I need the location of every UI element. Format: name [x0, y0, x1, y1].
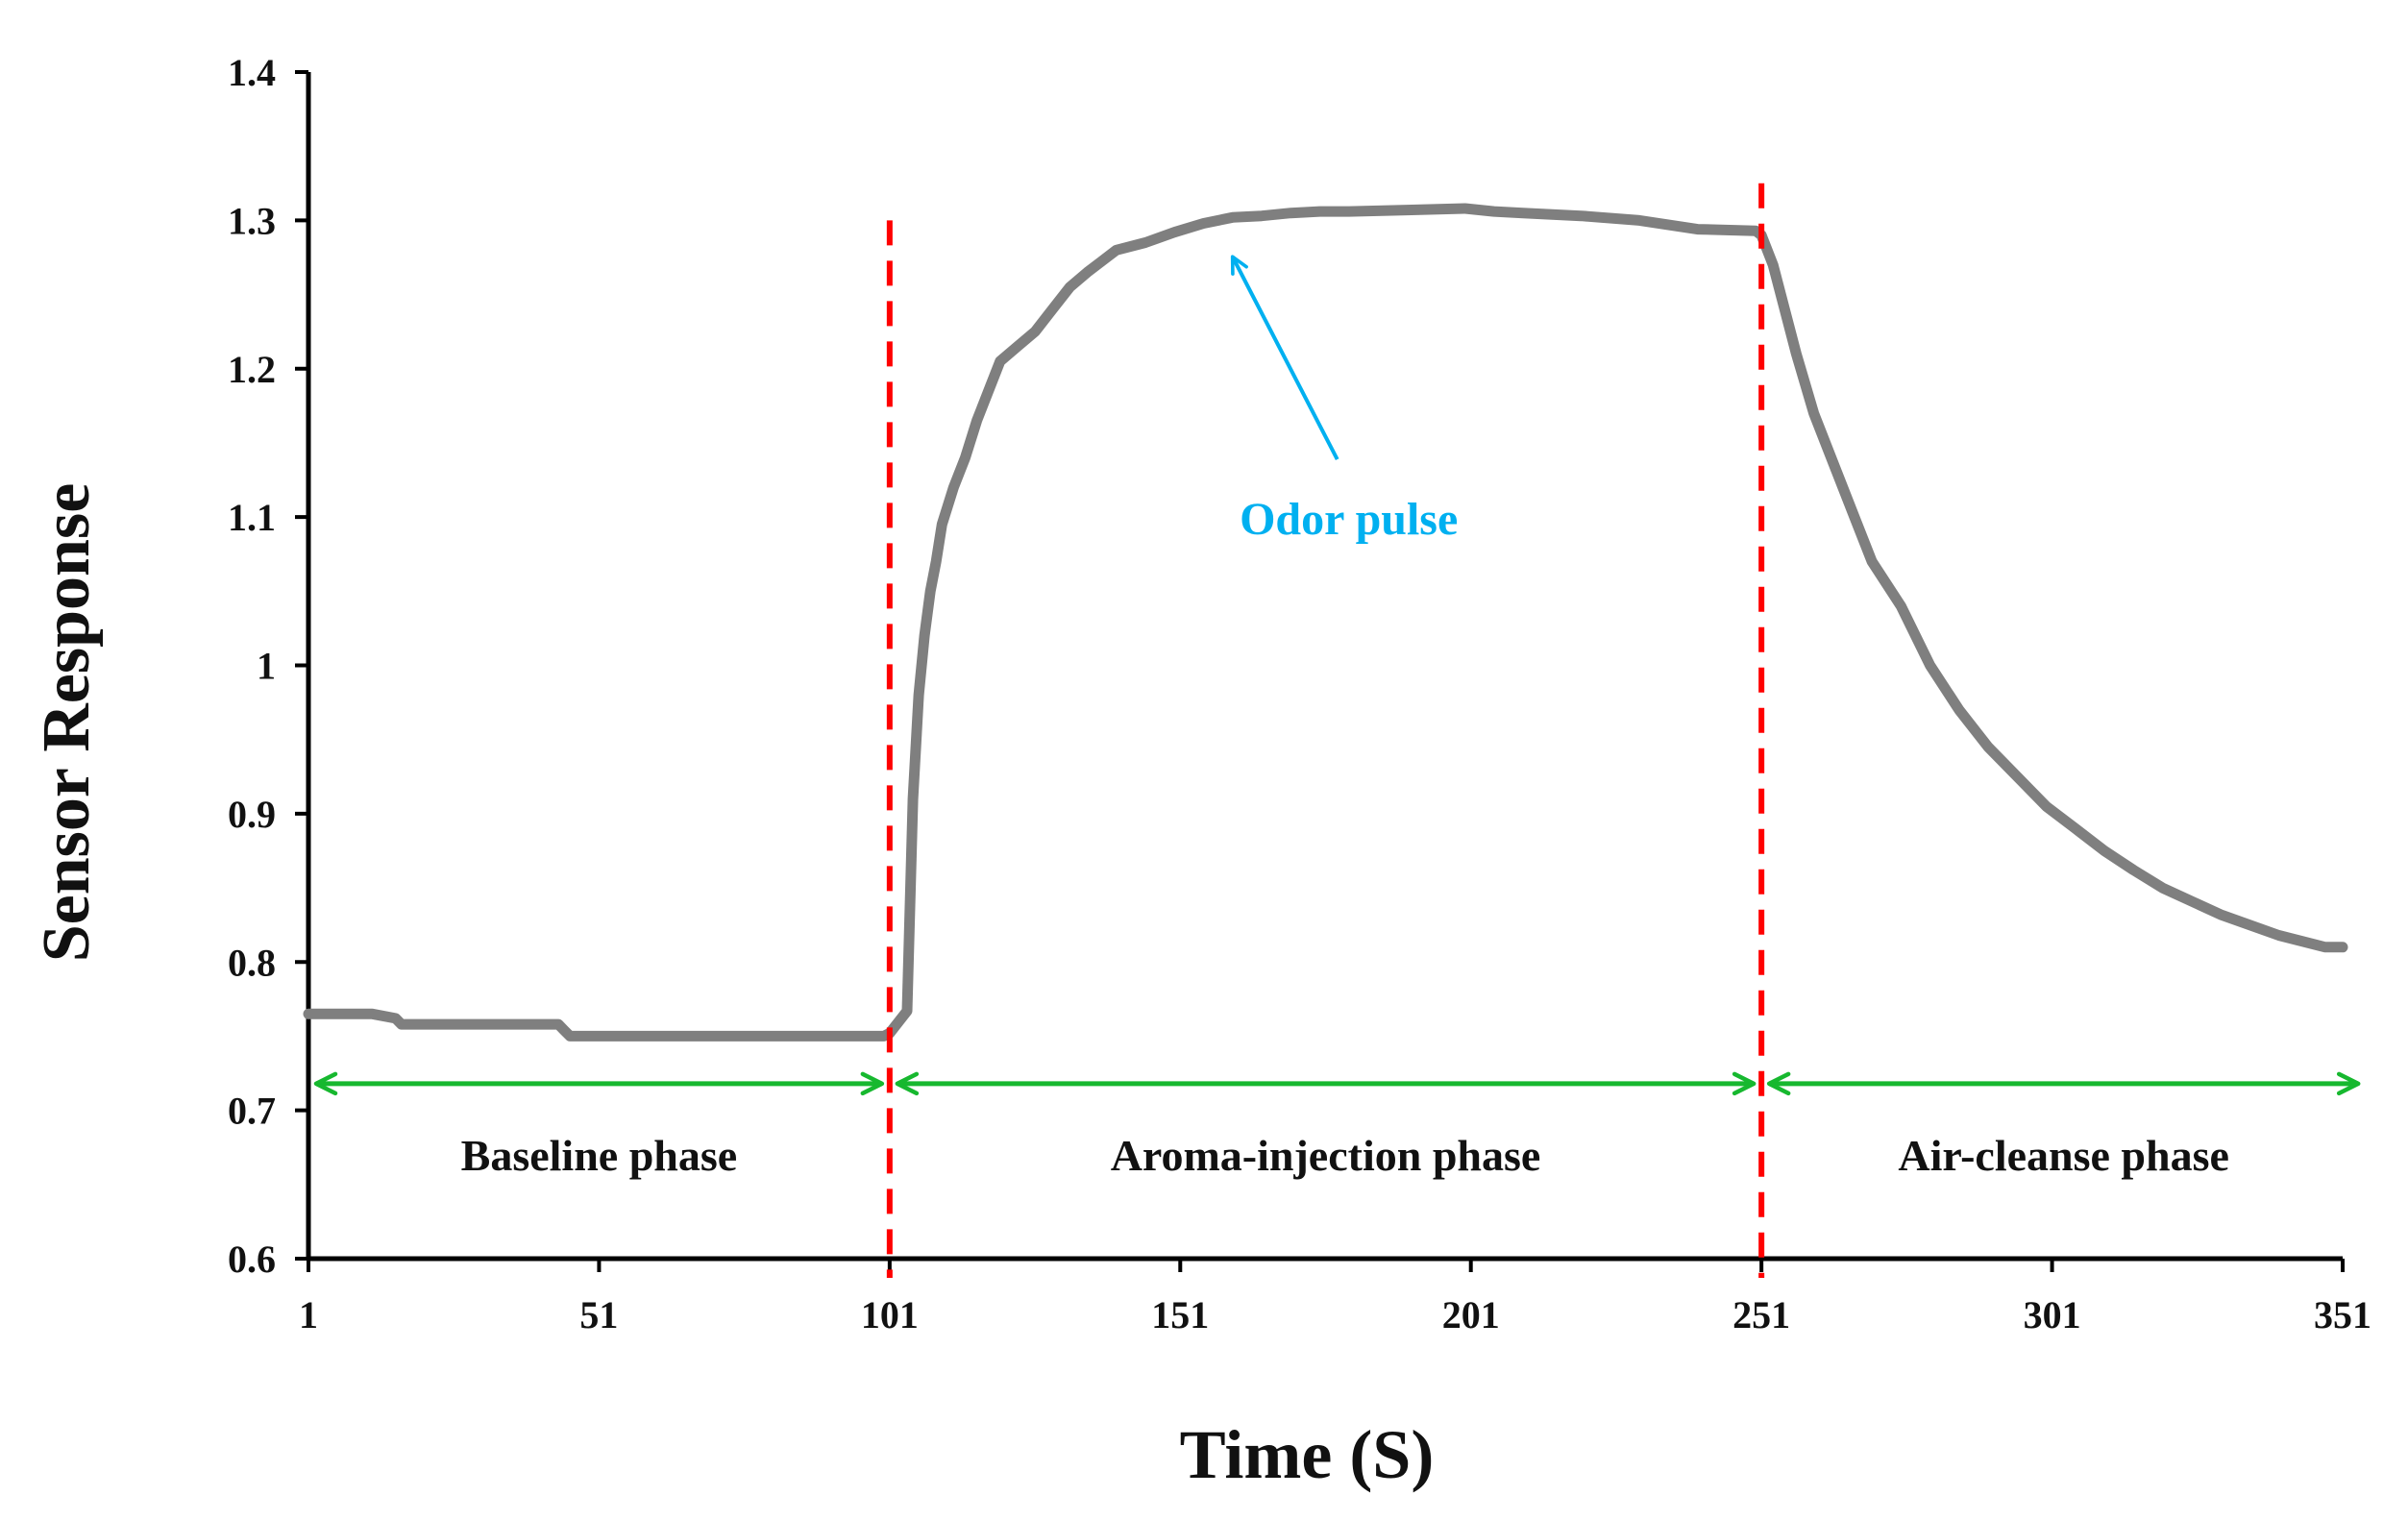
x-tick-label: 201	[1442, 1293, 1500, 1336]
x-tick-label: 301	[2024, 1293, 2081, 1336]
y-tick-label: 0.6	[228, 1238, 276, 1281]
x-tick-label: 1	[299, 1293, 318, 1336]
y-axis-ticks: 0.6 0.7 0.8 0.9 1 1.1 1.2 1.3 1.4	[228, 51, 308, 1281]
y-tick-label: 1	[257, 645, 276, 688]
x-axis-ticks: 1 51 101 151 201 251 301 351	[299, 1259, 2371, 1336]
x-tick-label: 101	[861, 1293, 919, 1336]
x-axis-title: Time (S)	[1180, 1416, 1435, 1493]
y-axis-title: Sensor Response	[30, 483, 104, 963]
sensor-response-line	[303, 203, 2348, 1042]
phase-label: Air-cleanse phase	[1898, 1131, 2229, 1180]
x-tick-label: 351	[2314, 1293, 2371, 1336]
x-tick-label: 51	[579, 1293, 618, 1336]
odor-pulse-label: Odor pulse	[1240, 494, 1458, 545]
odor-pulse-arrow	[1230, 255, 1339, 461]
y-tick-label: 1.2	[228, 348, 276, 391]
y-tick-label: 0.7	[228, 1090, 276, 1133]
phase-boundaries	[886, 183, 1765, 1278]
y-tick-label: 0.9	[228, 793, 276, 836]
x-tick-label: 251	[1732, 1293, 1790, 1336]
y-tick-label: 0.8	[228, 941, 276, 984]
phase-label: Baseline phase	[461, 1131, 738, 1180]
x-tick-label: 151	[1151, 1293, 1209, 1336]
phase-label: Aroma-injection phase	[1111, 1131, 1541, 1180]
y-tick-label: 1.4	[228, 51, 276, 94]
y-tick-label: 1.1	[228, 496, 276, 539]
phase-arrows: Baseline phase Aroma-injection phase Air-c…	[313, 1071, 2361, 1180]
y-tick-label: 1.3	[228, 199, 276, 242]
